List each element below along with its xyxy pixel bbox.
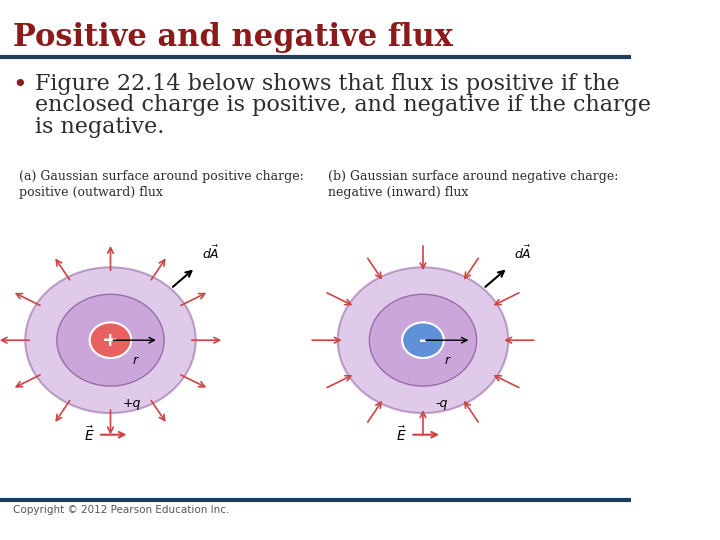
Circle shape bbox=[90, 322, 131, 358]
Circle shape bbox=[338, 267, 508, 413]
Text: is negative.: is negative. bbox=[35, 116, 164, 138]
Circle shape bbox=[57, 294, 164, 386]
Circle shape bbox=[25, 267, 196, 413]
Text: Figure 22.14 below shows that flux is positive if the: Figure 22.14 below shows that flux is po… bbox=[35, 73, 619, 95]
Text: r: r bbox=[132, 354, 138, 367]
Text: •: • bbox=[13, 73, 27, 97]
Text: positive (outward) flux: positive (outward) flux bbox=[19, 186, 163, 199]
Text: +: + bbox=[102, 330, 119, 350]
Text: $\vec{E}$: $\vec{E}$ bbox=[84, 426, 95, 444]
Text: (b) Gaussian surface around negative charge:: (b) Gaussian surface around negative cha… bbox=[328, 170, 618, 183]
Text: negative (inward) flux: negative (inward) flux bbox=[328, 186, 469, 199]
Text: -q: -q bbox=[436, 397, 448, 410]
Text: (a) Gaussian surface around positive charge:: (a) Gaussian surface around positive cha… bbox=[19, 170, 304, 183]
Text: enclosed charge is positive, and negative if the charge: enclosed charge is positive, and negativ… bbox=[35, 94, 651, 117]
Text: Copyright © 2012 Pearson Education Inc.: Copyright © 2012 Pearson Education Inc. bbox=[13, 505, 229, 515]
Circle shape bbox=[369, 294, 477, 386]
Text: r: r bbox=[444, 354, 450, 367]
Text: -: - bbox=[419, 330, 427, 350]
Text: $\vec{E}$: $\vec{E}$ bbox=[397, 426, 408, 444]
Circle shape bbox=[402, 322, 444, 358]
Text: +q: +q bbox=[123, 397, 142, 410]
Text: $d\vec{A}$: $d\vec{A}$ bbox=[514, 245, 532, 262]
Text: $d\vec{A}$: $d\vec{A}$ bbox=[202, 245, 219, 262]
Text: Positive and negative flux: Positive and negative flux bbox=[13, 22, 452, 52]
